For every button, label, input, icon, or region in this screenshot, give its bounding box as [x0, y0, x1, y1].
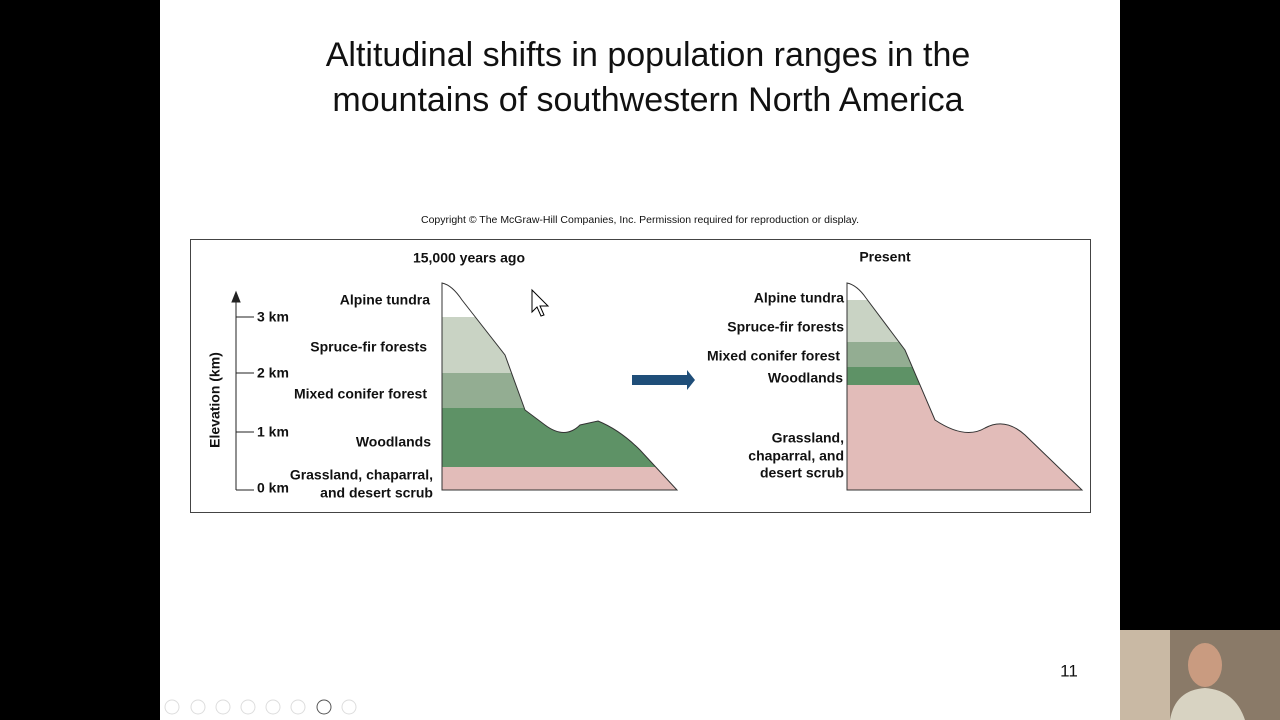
elevation-axis [231, 290, 254, 491]
shift-arrow [632, 370, 695, 390]
present-outline [846, 282, 1084, 491]
zone-label: Grassland, chaparral, [290, 467, 433, 483]
zone-label: and desert scrub [320, 485, 433, 501]
page-number: 11 [1060, 661, 1078, 680]
zone-label: desert scrub [760, 465, 844, 481]
panel-heading: Present [859, 249, 911, 265]
zone-label: Mixed conifer forest [294, 386, 427, 402]
axis-tick: 1 km [257, 424, 289, 440]
slide [160, 0, 1120, 720]
copyright: Copyright © The McGraw-Hill Companies, I… [421, 214, 859, 226]
axis-label: Elevation (km) [207, 352, 223, 448]
zone-label: Mixed conifer forest [707, 348, 840, 364]
zone-label: Alpine tundra [340, 292, 430, 308]
slide-title: Altitudinal shifts in population ranges … [326, 36, 971, 74]
webcam-feed [1120, 630, 1280, 720]
zone-label: Woodlands [768, 370, 843, 386]
axis-tick: 3 km [257, 309, 289, 325]
axis-tick: 0 km [257, 480, 289, 496]
zone-label: Grassland, [772, 430, 844, 446]
mouse-cursor [531, 288, 550, 317]
figure-frame [190, 239, 1091, 513]
slide-title: mountains of southwestern North America [332, 81, 963, 119]
panel-heading: 15,000 years ago [413, 250, 525, 266]
axis-tick: 2 km [257, 365, 289, 381]
zone-label: Woodlands [356, 434, 431, 450]
past-outline [441, 282, 679, 491]
zone-label: Spruce-fir forests [310, 339, 427, 355]
slideshow-toolbar[interactable] [164, 699, 357, 715]
zone-label: chaparral, and [748, 448, 844, 464]
zone-label: Alpine tundra [754, 290, 844, 306]
zone-label: Spruce-fir forests [727, 319, 844, 335]
